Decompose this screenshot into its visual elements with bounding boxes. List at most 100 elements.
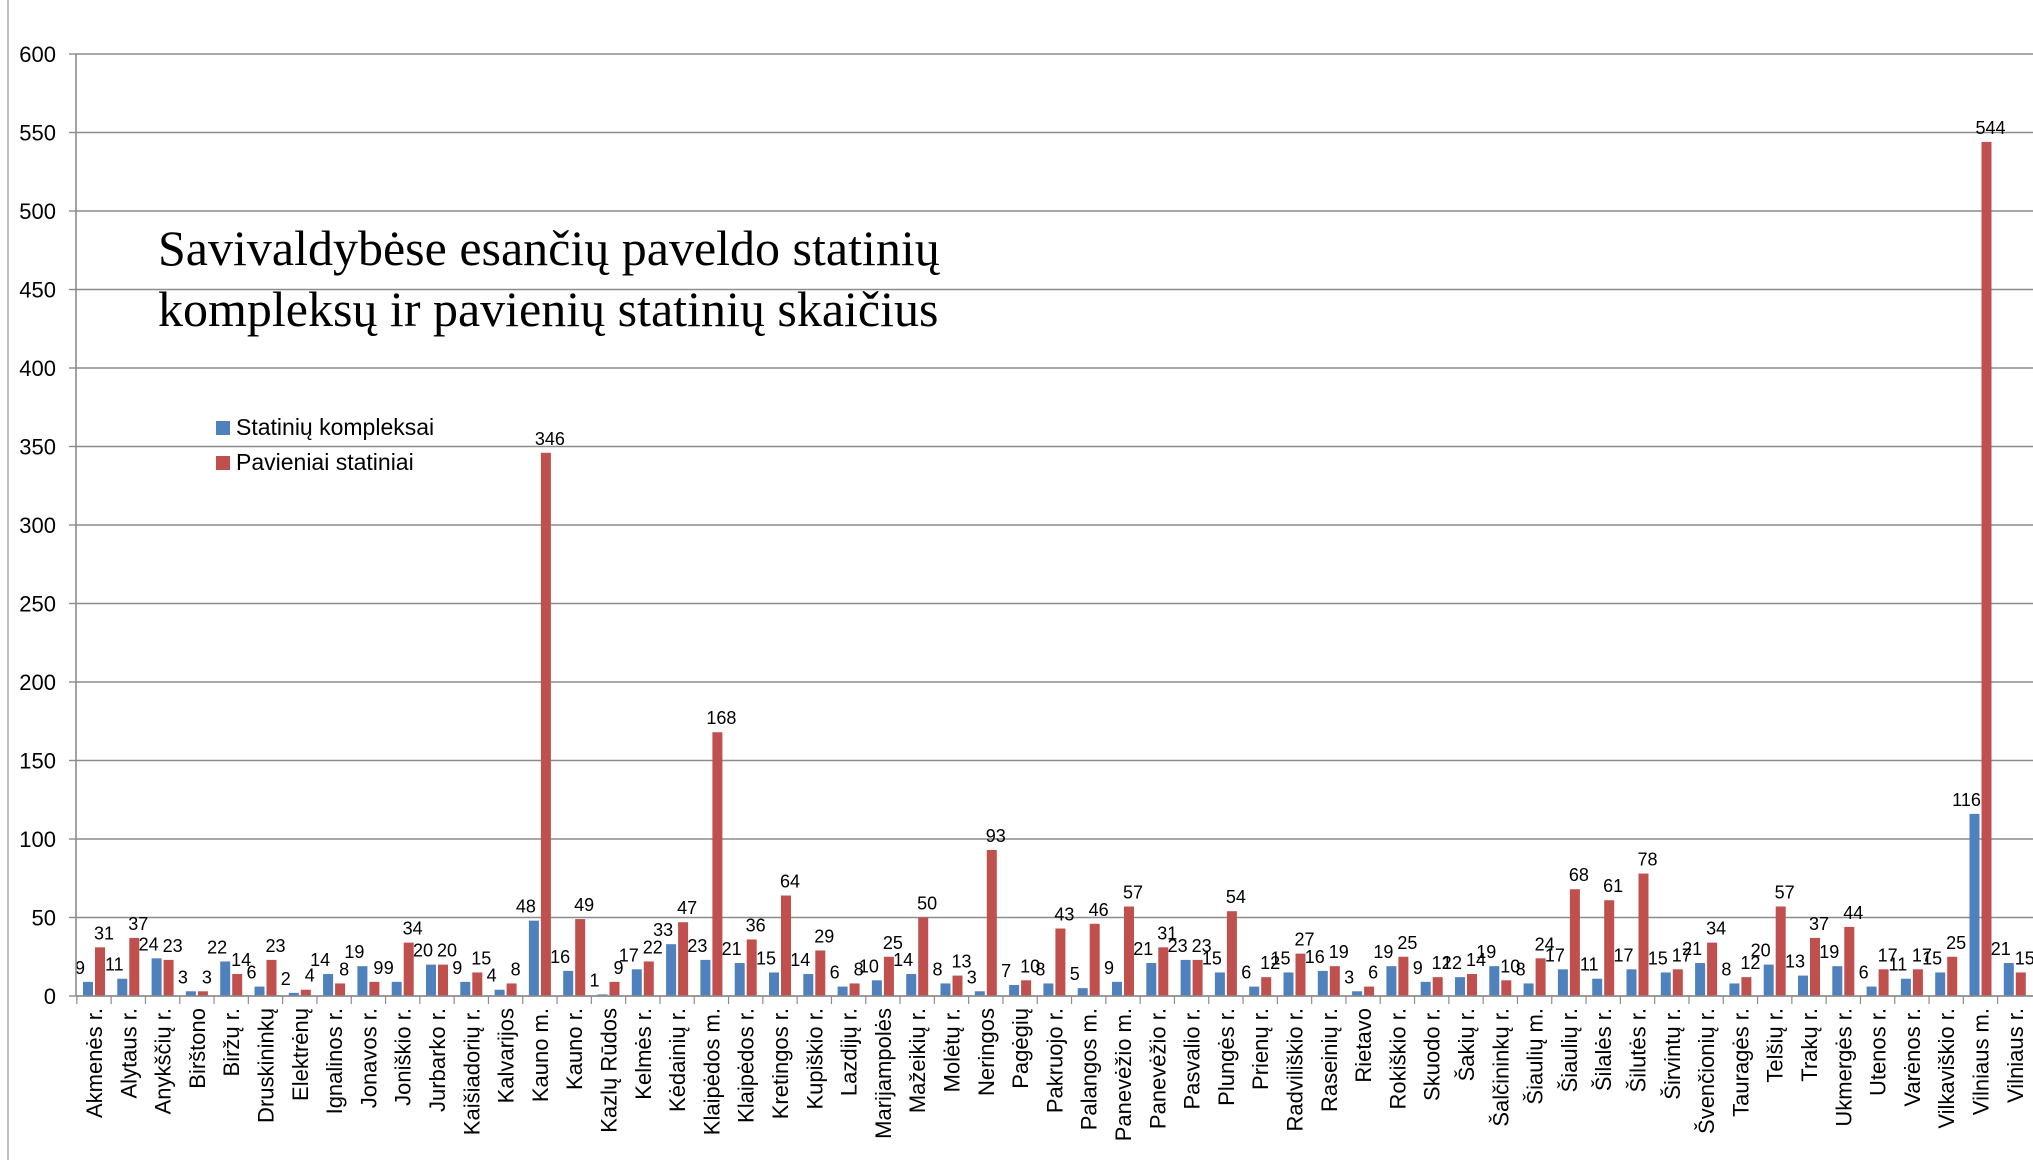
bar-single-20 — [781, 895, 791, 996]
data-label-single-20: 64 — [780, 872, 800, 892]
bar-single-37 — [1364, 986, 1375, 996]
bar-complexes-18 — [700, 959, 711, 996]
bar-single-29 — [1089, 923, 1100, 996]
x-tick-label-10: Jurbarko r. — [425, 1008, 450, 1112]
data-label-complexes-38: 19 — [1373, 942, 1393, 962]
data-label-single-28: 43 — [1054, 904, 1074, 924]
bar-complexes-1 — [117, 978, 128, 996]
bar-single-51 — [1844, 926, 1855, 996]
data-label-complexes-32: 23 — [1168, 936, 1188, 956]
data-label-complexes-11: 9 — [452, 958, 462, 978]
bar-complexes-56 — [2003, 963, 2014, 996]
data-label-complexes-50: 13 — [1785, 952, 1805, 972]
y-tick-label: 150 — [19, 749, 56, 774]
data-label-complexes-45: 17 — [1613, 945, 1633, 965]
bar-single-24 — [918, 917, 929, 996]
y-tick-label: 350 — [19, 435, 56, 460]
data-label-complexes-8: 19 — [344, 942, 364, 962]
bar-complexes-16 — [631, 969, 642, 996]
y-tick-label: 250 — [19, 592, 56, 617]
bar-complexes-43 — [1557, 969, 1568, 996]
data-label-single-13: 346 — [535, 429, 565, 449]
x-tick-label-26: Neringos — [974, 1008, 999, 1096]
bar-complexes-41 — [1489, 966, 1500, 996]
bar-complexes-4 — [220, 961, 231, 996]
bar-complexes-3 — [185, 991, 196, 996]
y-axis-tick-labels: 0 50 100 150 200 250 300 350 400 450 500 550 600 — [19, 42, 56, 1009]
x-tick-label-1: Alytaus r. — [116, 1008, 141, 1098]
data-label-complexes-48: 8 — [1721, 959, 1731, 979]
data-label-single-54: 25 — [1946, 933, 1966, 953]
data-label-complexes-35: 15 — [1270, 948, 1290, 968]
x-tick-label-50: Trakų r. — [1797, 1008, 1822, 1082]
bar-single-46 — [1672, 969, 1683, 996]
bar-single-54 — [1947, 956, 1958, 996]
x-tick-label-27: Pagėgių — [1008, 1008, 1033, 1089]
bar-complexes-7 — [323, 974, 334, 996]
data-label-single-35: 27 — [1294, 930, 1314, 950]
legend-item-complexes: Statinių kompleksai — [216, 410, 434, 445]
x-tick-label-46: Širvintų r. — [1660, 1008, 1685, 1100]
bar-single-6 — [300, 989, 311, 996]
data-label-single-45: 78 — [1637, 850, 1657, 870]
data-label-complexes-40: 12 — [1442, 953, 1462, 973]
x-tick-label-7: Ignalinos r. — [322, 1008, 347, 1114]
data-label-complexes-3: 3 — [178, 967, 188, 987]
data-label-single-1: 37 — [128, 914, 148, 934]
data-label-complexes-42: 8 — [1516, 959, 1526, 979]
x-tick-label-45: Šilutės r. — [1626, 1008, 1651, 1092]
data-label-single-14: 49 — [574, 895, 594, 915]
x-tick-label-20: Kretingos r. — [768, 1008, 793, 1119]
data-label-complexes-16: 17 — [619, 945, 639, 965]
data-label-single-7: 8 — [339, 959, 349, 979]
data-label-complexes-14: 16 — [550, 947, 570, 967]
x-tick-label-51: Ukmergės r. — [1831, 1008, 1856, 1127]
y-tick-label: 400 — [19, 356, 56, 381]
data-label-single-4: 14 — [231, 950, 251, 970]
data-label-single-55: 544 — [1975, 118, 2005, 138]
bar-single-10 — [438, 964, 448, 996]
bar-complexes-27 — [1009, 985, 1020, 996]
bar-single-38 — [1398, 956, 1409, 996]
data-label-single-37: 6 — [1368, 963, 1378, 983]
data-label-single-2: 23 — [163, 936, 183, 956]
data-label-single-23: 25 — [883, 933, 903, 953]
data-label-complexes-37: 3 — [1344, 967, 1354, 987]
x-axis-tick-labels: Akmenės r. Alytaus r. Anykščių r. Birštono B… — [82, 1008, 2028, 1141]
bar-single-35 — [1295, 953, 1306, 996]
x-tick-label-55: Vilniaus m. — [1969, 1008, 1994, 1115]
bar-single-27 — [1021, 980, 1032, 996]
data-label-single-38: 25 — [1397, 933, 1417, 953]
data-label-complexes-53: 11 — [1889, 955, 1908, 975]
data-label-complexes-9: 9 — [384, 958, 394, 978]
bar-complexes-37 — [1352, 991, 1363, 996]
x-tick-label-41: Šalčininkų r. — [1488, 1008, 1513, 1127]
data-label-single-22: 8 — [854, 959, 864, 979]
x-tick-label-4: Biržų r. — [219, 1008, 244, 1076]
bar-single-1 — [129, 937, 140, 996]
y-tick-label: 300 — [19, 513, 56, 538]
bar-single-53 — [1912, 969, 1923, 996]
data-label-single-33: 54 — [1226, 887, 1246, 907]
bar-complexes-53 — [1900, 978, 1911, 996]
data-label-single-9: 34 — [403, 919, 423, 939]
x-tick-label-36: Raseinių r. — [1317, 1008, 1342, 1112]
legend-swatch-single-buildings — [216, 455, 230, 470]
bar-single-52 — [1878, 969, 1889, 996]
bar-complexes-40 — [1455, 977, 1465, 996]
data-label-complexes-43: 17 — [1545, 945, 1565, 965]
bar-single-49 — [1775, 906, 1786, 996]
data-label-complexes-34: 6 — [1241, 963, 1251, 983]
bar-single-8 — [369, 981, 380, 996]
x-tick-label-22: Lazdijų r. — [837, 1008, 862, 1096]
x-tick-label-40: Šakių r. — [1454, 1008, 1479, 1081]
bar-complexes-55 — [1969, 813, 1980, 996]
x-tick-label-54: Vilkaviškio r. — [1934, 1008, 1959, 1129]
bar-complexes-46 — [1660, 972, 1671, 996]
bar-single-16 — [643, 961, 654, 996]
x-tick-label-43: Šiaulių r. — [1557, 1008, 1582, 1092]
data-label-complexes-56: 21 — [1991, 939, 2011, 959]
bar-single-28 — [1055, 928, 1066, 996]
data-label-complexes-41: 19 — [1476, 942, 1496, 962]
x-tick-label-17: Kėdainių r. — [665, 1008, 690, 1112]
